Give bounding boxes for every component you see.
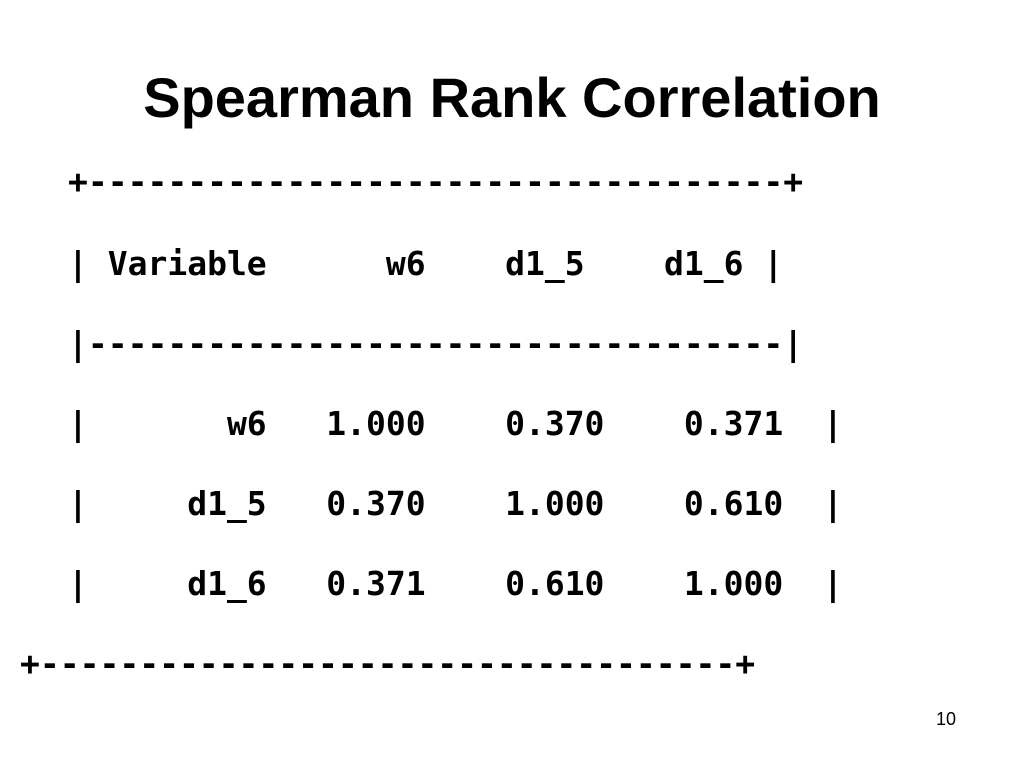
slide-title: Spearman Rank Correlation	[143, 66, 881, 129]
page-number: 10	[936, 709, 957, 729]
table-row-w6: | w6 1.000 0.370 0.371 |	[68, 404, 843, 443]
table-row-d1-5: | d1_5 0.370 1.000 0.610 |	[68, 484, 843, 523]
table-header-separator: |-----------------------------------|	[68, 324, 804, 363]
table-row-d1-6: | d1_6 0.371 0.610 1.000 |	[68, 564, 843, 603]
table-bottom-border: +-----------------------------------+	[20, 644, 756, 683]
table-header-row: | Variable w6 d1_5 d1_6 |	[68, 244, 784, 283]
table-top-border: +-----------------------------------+	[68, 162, 804, 201]
